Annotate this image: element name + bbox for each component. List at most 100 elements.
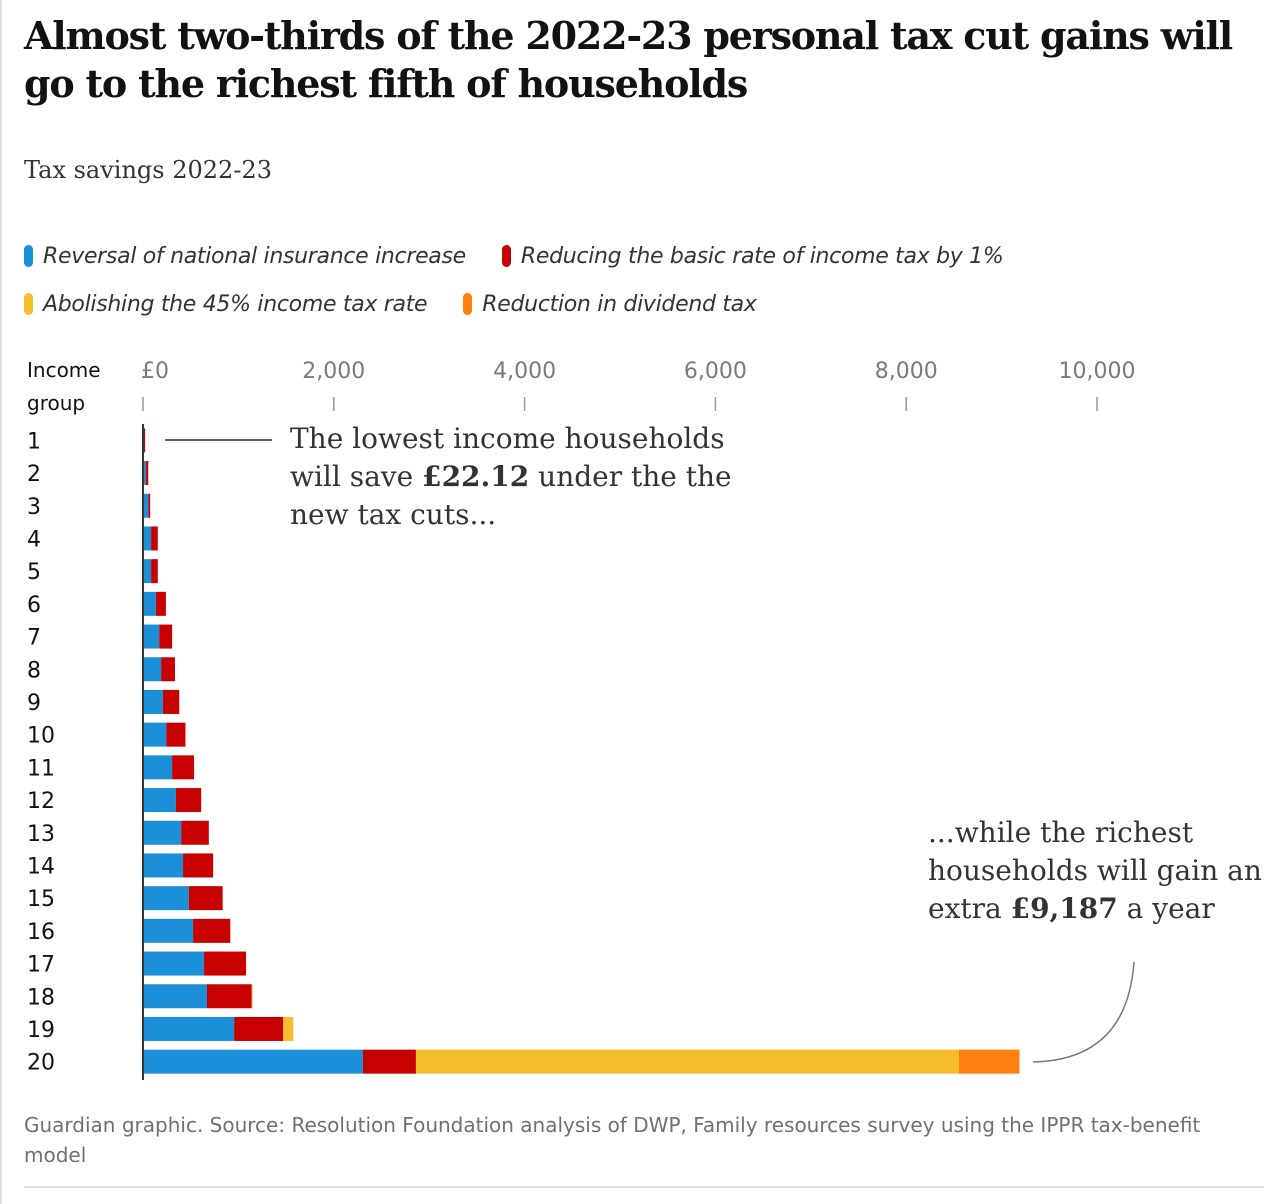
bar-segment xyxy=(143,722,167,747)
annotation-leader-richest xyxy=(1032,961,1135,1063)
bar-segment xyxy=(193,918,231,943)
annotation-text: under the the new tax cuts... xyxy=(290,460,732,531)
source-footer: Guardian graphic. Source: Resolution Fou… xyxy=(24,1113,1201,1167)
bar-segment xyxy=(163,689,180,714)
category-label: 19 xyxy=(27,1018,55,1043)
annotation-text: a year xyxy=(1117,892,1215,925)
legend-swatch xyxy=(24,245,33,267)
bar-segment xyxy=(143,853,184,878)
legend-label: Reduction in dividend tax xyxy=(482,291,757,317)
legend-swatch xyxy=(463,293,473,315)
bar-segment xyxy=(204,951,247,976)
bar-segment xyxy=(183,853,214,878)
x-tick-label: £0 xyxy=(141,359,169,384)
bar-segment xyxy=(143,788,176,813)
bar-segment xyxy=(161,657,175,682)
category-label: 4 xyxy=(27,527,41,552)
legend-label: Reversal of national insurance increase xyxy=(43,243,466,269)
y-axis-title: Income group xyxy=(27,354,101,420)
x-tick-label: 6,000 xyxy=(684,359,747,384)
legend: Reversal of national insurance increase … xyxy=(24,232,1124,328)
annotation-value: £9,187 xyxy=(1010,892,1118,925)
legend-swatch xyxy=(501,245,511,267)
bar-segment xyxy=(143,493,149,518)
legend-swatch xyxy=(24,293,33,315)
bar-segment xyxy=(143,624,160,649)
category-label: 8 xyxy=(27,658,41,683)
bar-segment xyxy=(143,428,146,453)
bar-segment xyxy=(143,886,189,911)
category-label: 9 xyxy=(27,691,41,716)
bar-segment xyxy=(143,526,152,551)
bar-segment xyxy=(415,1049,959,1074)
annotation-text: The lowest income households will save xyxy=(290,422,725,493)
legend-item-national-insurance: Reversal of national insurance increase xyxy=(24,244,466,269)
x-tick-label: 2,000 xyxy=(302,359,365,384)
bar-segment xyxy=(181,820,209,845)
legend-row: Abolishing the 45% income tax rate Reduc… xyxy=(24,280,1124,328)
bar-segment xyxy=(958,1049,1020,1074)
y-axis-title-line: group xyxy=(27,391,86,415)
annotation-text: ...while the richest households will gai… xyxy=(928,816,1262,925)
category-label: 3 xyxy=(27,495,41,520)
bar-segment xyxy=(188,886,223,911)
category-label: 14 xyxy=(27,854,55,879)
x-tick-label: 10,000 xyxy=(1059,359,1136,384)
bar-segment xyxy=(159,624,173,649)
bar-segment xyxy=(143,820,182,845)
legend-label: Reducing the basic rate of income tax by… xyxy=(520,243,1004,269)
legend-label: Abolishing the 45% income tax rate xyxy=(43,291,428,317)
bar-segment xyxy=(143,689,164,714)
legend-item-dividend-tax: Reduction in dividend tax xyxy=(463,291,757,317)
headline: Almost two-thirds of the 2022-23 persona… xyxy=(24,13,1233,106)
bar-segment xyxy=(251,984,253,1009)
bar-segment xyxy=(175,788,202,813)
bar-segment xyxy=(143,461,146,486)
category-label: 18 xyxy=(27,985,55,1010)
annotation-lowest: The lowest income households will save £… xyxy=(290,420,760,534)
category-label: 13 xyxy=(27,822,55,847)
bar-segment xyxy=(151,559,158,584)
category-label: 16 xyxy=(27,920,55,945)
bar-segment xyxy=(143,951,205,976)
bar-segment xyxy=(283,1016,294,1041)
chart-subtitle: Tax savings 2022-23 xyxy=(24,156,272,184)
bar-segment xyxy=(143,984,207,1009)
bar-segment xyxy=(206,984,252,1009)
x-tick-label: 4,000 xyxy=(493,359,556,384)
bar-segment xyxy=(155,591,166,616)
bar-segment xyxy=(143,1016,235,1041)
bar-segment xyxy=(143,559,152,584)
category-label: 11 xyxy=(27,756,55,781)
category-label: 2 xyxy=(27,462,41,487)
bar-segment xyxy=(172,755,195,780)
bar-segment xyxy=(143,1049,363,1074)
bar-segment xyxy=(234,1016,284,1041)
legend-row: Reversal of national insurance increase … xyxy=(24,232,1124,280)
category-label: 1 xyxy=(27,429,41,454)
annotation-richest: ...while the richest households will gai… xyxy=(928,814,1268,928)
category-label: 6 xyxy=(27,593,41,618)
legend-item-basic-rate: Reducing the basic rate of income tax by… xyxy=(501,243,1004,269)
y-axis-title-line: Income xyxy=(27,358,101,382)
bar-segment xyxy=(143,918,194,943)
bar-segment xyxy=(143,591,156,616)
category-label: 20 xyxy=(27,1051,55,1076)
category-label: 17 xyxy=(27,953,55,978)
category-label: 12 xyxy=(27,789,55,814)
category-label: 10 xyxy=(27,724,55,749)
bar-segment xyxy=(148,493,151,518)
bar-segment xyxy=(151,526,158,551)
category-label: 5 xyxy=(27,560,41,585)
legend-item-45-rate: Abolishing the 45% income tax rate xyxy=(24,291,428,317)
category-label: 15 xyxy=(27,887,55,912)
annotation-value: £22.12 xyxy=(422,460,530,493)
bar-segment xyxy=(143,755,173,780)
bar-segment xyxy=(143,657,162,682)
footer-divider xyxy=(24,1186,1264,1188)
category-label: 7 xyxy=(27,626,41,651)
bar-segment xyxy=(166,722,186,747)
x-tick-label: 8,000 xyxy=(875,359,938,384)
